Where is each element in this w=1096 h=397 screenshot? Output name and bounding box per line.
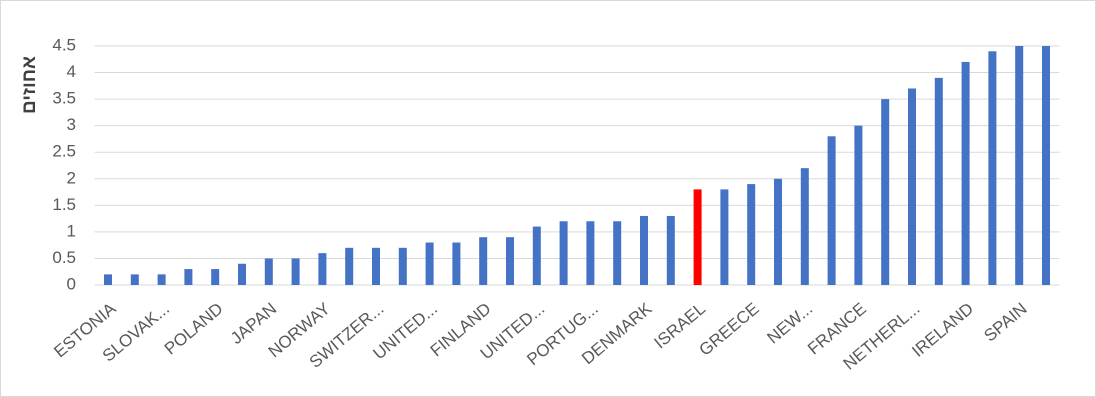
bar xyxy=(130,274,139,285)
bar xyxy=(345,247,354,285)
bar xyxy=(774,178,782,285)
bar xyxy=(988,51,997,285)
bar xyxy=(934,77,943,285)
y-tick-label: 3 xyxy=(67,115,76,134)
y-tick-label: 0.5 xyxy=(52,248,76,267)
bar xyxy=(425,242,434,285)
y-tick-label: 2.5 xyxy=(52,142,76,161)
y-tick-label: 2 xyxy=(67,168,76,187)
y-axis-label: אחוזים xyxy=(19,56,40,114)
bar xyxy=(881,99,890,285)
bar xyxy=(961,61,970,285)
bar xyxy=(398,247,407,285)
bar xyxy=(184,269,193,285)
y-tick-label: 4.5 xyxy=(52,35,76,54)
bar xyxy=(291,258,300,285)
bar xyxy=(104,274,112,285)
bar xyxy=(157,274,166,285)
bar xyxy=(1042,46,1050,285)
bar xyxy=(854,125,863,286)
bar xyxy=(908,88,916,285)
bar xyxy=(1015,46,1024,285)
bar xyxy=(318,253,327,285)
bar xyxy=(372,247,380,285)
bar xyxy=(479,237,488,285)
y-tick-label: 1 xyxy=(67,221,76,240)
y-tick-label: 1.5 xyxy=(52,195,76,214)
bar xyxy=(800,168,809,285)
bar xyxy=(827,136,836,285)
y-tick-label: 0 xyxy=(67,274,76,293)
bar xyxy=(613,221,622,285)
bar xyxy=(452,242,461,285)
bar xyxy=(693,189,702,285)
bar xyxy=(559,221,568,285)
bar xyxy=(532,226,541,285)
bar xyxy=(211,269,220,285)
bar xyxy=(238,263,246,285)
bar xyxy=(506,237,514,285)
bar xyxy=(747,184,756,285)
y-tick-label: 3.5 xyxy=(52,89,76,108)
bar xyxy=(720,189,729,285)
y-tick-label: 4 xyxy=(67,62,76,81)
bar xyxy=(586,221,595,285)
bar xyxy=(264,258,273,285)
bar xyxy=(666,215,675,285)
bar xyxy=(640,215,648,285)
